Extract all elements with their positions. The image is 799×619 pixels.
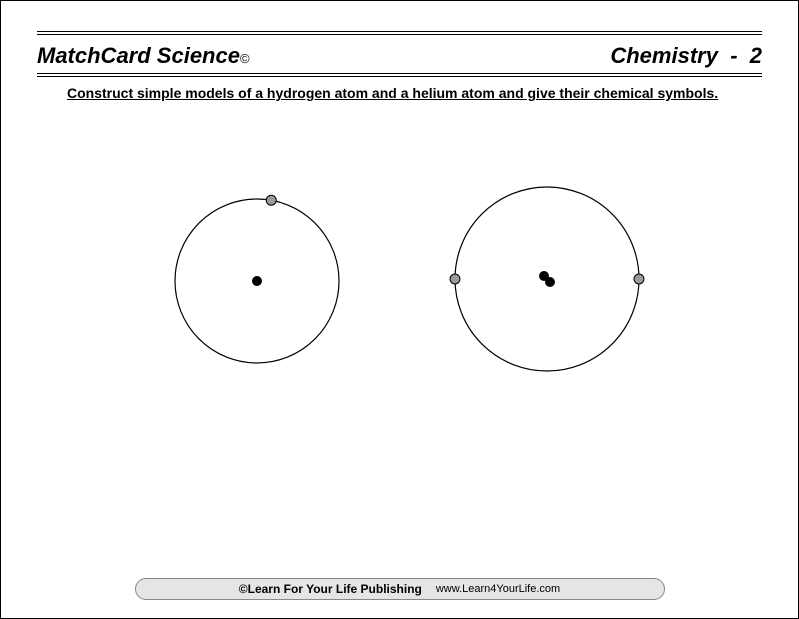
diagram-area (37, 161, 762, 561)
footer-publisher-name: Learn For Your Life Publishing (248, 582, 422, 596)
footer-publisher: ©Learn For Your Life Publishing (239, 582, 422, 596)
header-row: MatchCard Science© Chemistry - 2 (37, 41, 762, 73)
helium-electron-1 (634, 274, 644, 284)
separator: - (730, 43, 737, 68)
subject: Chemistry (610, 43, 718, 68)
instruction-text: Construct simple models of a hydrogen at… (37, 85, 762, 101)
footer-copyright-symbol: © (239, 582, 248, 596)
atom-diagram-svg (37, 161, 764, 561)
title-copyright: © (240, 51, 250, 66)
title-right: Chemistry - 2 (610, 43, 762, 69)
title-text: MatchCard Science (37, 43, 240, 68)
worksheet-page: MatchCard Science© Chemistry - 2 Constru… (1, 1, 798, 618)
hydrogen-nucleus-0 (252, 276, 262, 286)
footer-bar: ©Learn For Your Life Publishing www.Lear… (135, 578, 665, 600)
footer-url: www.Learn4YourLife.com (436, 583, 560, 595)
header-double-rule (37, 73, 762, 77)
page-number: 2 (750, 43, 762, 68)
top-double-rule (37, 31, 762, 35)
title-left: MatchCard Science© (37, 43, 250, 69)
hydrogen-electron-0 (266, 195, 276, 205)
helium-nucleus-1 (545, 277, 555, 287)
helium-electron-0 (450, 274, 460, 284)
